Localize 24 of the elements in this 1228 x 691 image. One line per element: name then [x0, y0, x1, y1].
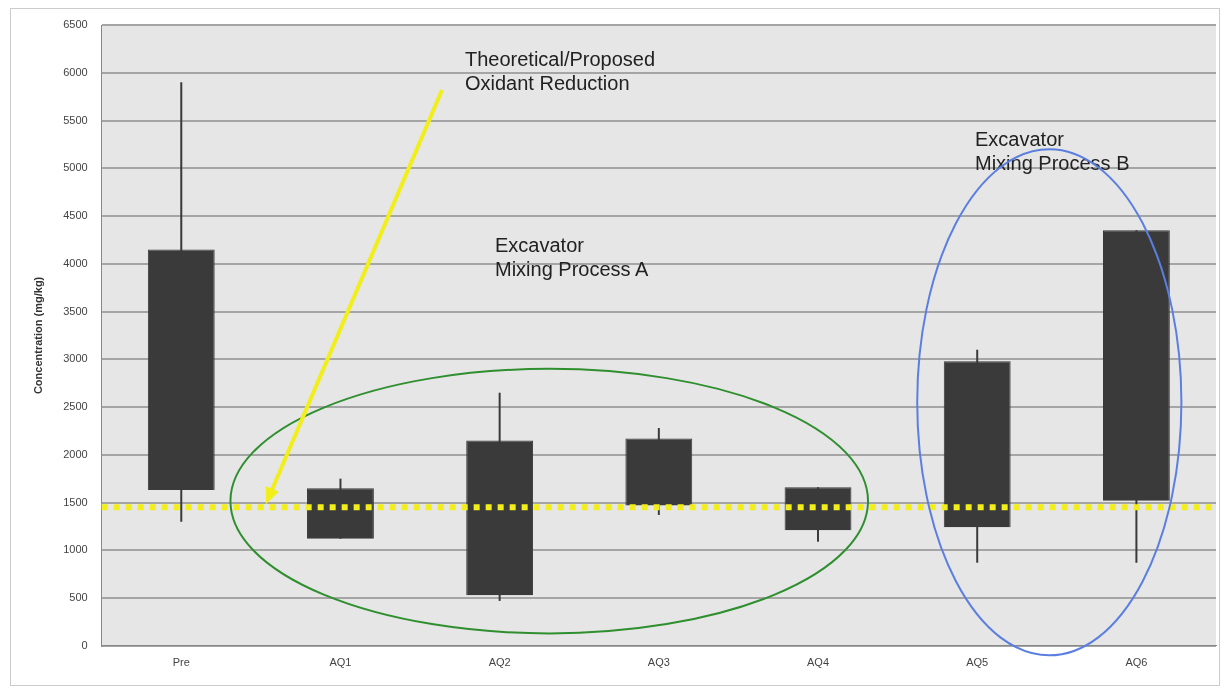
x-tick-label: AQ4 [807, 656, 830, 669]
x-tick-label: AQ2 [488, 656, 511, 669]
x-tick-label: AQ6 [1125, 656, 1148, 669]
annotation: Excavator Mixing Process A [495, 233, 650, 280]
y-tick-label: 5000 [63, 161, 88, 174]
y-tick-label: 2500 [63, 400, 88, 413]
y-tick-label: 5500 [63, 113, 88, 126]
y-tick-label: 6000 [63, 65, 88, 78]
y-tick-label: 3500 [63, 304, 88, 317]
x-tick-label: AQ5 [966, 656, 989, 669]
y-tick-label: 2000 [63, 447, 88, 460]
annotation: Theoretical/Proposed Oxidant Reduction [465, 47, 656, 94]
x-tick-label: Pre [172, 656, 190, 669]
x-tick-label: AQ1 [329, 656, 352, 669]
y-tick-label: 4500 [63, 209, 88, 222]
y-axis-title: Concentration (mg/kg) [31, 276, 44, 395]
y-tick-label: 0 [81, 638, 88, 651]
x-tick-label: AQ3 [647, 656, 670, 669]
y-tick-label: 6500 [63, 18, 88, 31]
y-tick-label: 500 [69, 591, 88, 604]
y-tick-label: 1500 [63, 495, 88, 508]
y-tick-label: 1000 [63, 543, 88, 556]
y-tick-label: 4000 [63, 256, 88, 269]
y-tick-label: 3000 [63, 352, 88, 365]
